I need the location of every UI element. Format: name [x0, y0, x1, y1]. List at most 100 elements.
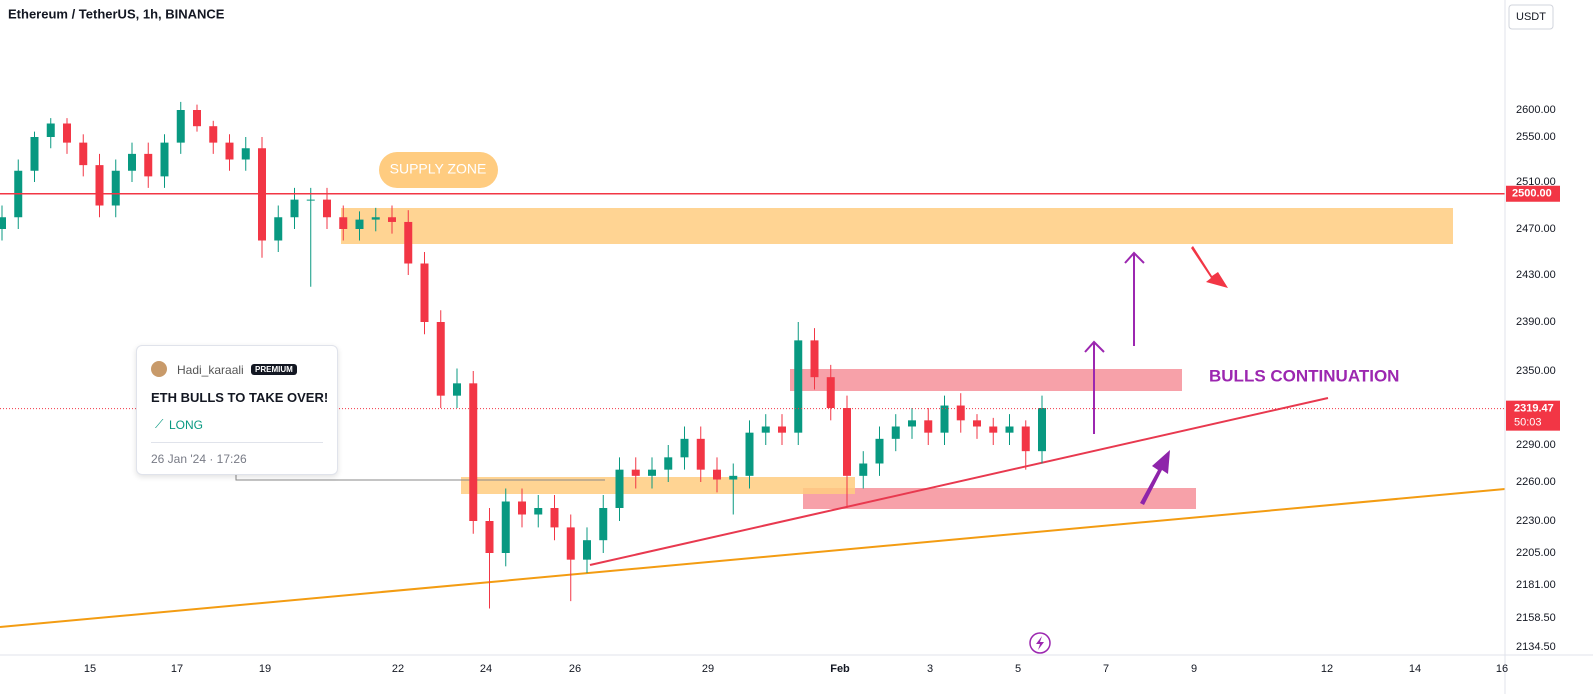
candle-body [745, 432, 754, 476]
supply-label: SUPPLY ZONE [390, 161, 487, 177]
candle-body [501, 501, 510, 553]
level-tag [1506, 185, 1560, 202]
candle-body [615, 469, 624, 508]
candle-body [144, 153, 153, 177]
candle-body [534, 508, 543, 515]
candle-body [908, 420, 916, 427]
author: Hadi_karaali [177, 363, 244, 377]
alert-icon-bolt [1036, 636, 1044, 650]
candle-body [843, 408, 851, 476]
candle-body [599, 508, 608, 541]
candle-body [323, 199, 331, 218]
candle-body [583, 540, 591, 560]
time-tick-label: 19 [259, 663, 271, 675]
candle-body [891, 426, 900, 439]
time-tick-label: 29 [702, 663, 714, 675]
time-tick-label: 17 [171, 663, 183, 675]
time-tick-label: Feb [830, 663, 850, 675]
price-tick-label: 2158.50 [1516, 612, 1556, 624]
time-tick-label: 15 [84, 663, 96, 675]
price-tick-label: 2350.00 [1516, 365, 1556, 377]
symbol-title: Ethereum / TetherUS, 1h, BINANCE [8, 6, 225, 21]
candle-body [339, 217, 348, 229]
price-tick-label: 2205.00 [1516, 547, 1556, 559]
idea-card[interactable]: Hadi_karaali PREMIUM ETH BULLS TO TAKE O… [136, 345, 338, 475]
candle-body [826, 377, 835, 408]
candle-body [859, 463, 868, 476]
price-tick-label: 2230.00 [1516, 515, 1556, 527]
time-tick-label: 26 [569, 663, 581, 675]
currency-button[interactable] [1508, 4, 1554, 30]
price-tick-label: 2510.00 [1516, 176, 1556, 188]
candle-body [940, 405, 949, 433]
axis-labels: 2600.00 2550.00 2510.00 2470.00 2430.00 2390.… [84, 104, 1560, 675]
candle-body [761, 426, 770, 433]
connector [235, 474, 605, 481]
supply-zone [341, 208, 1453, 244]
candle-body [810, 340, 819, 378]
time-tick-label: 3 [927, 663, 933, 675]
candle-body [95, 165, 104, 206]
candle-body [436, 322, 445, 396]
candle-body [241, 148, 250, 160]
candle-body [696, 438, 705, 470]
candle-body [729, 475, 738, 480]
candle-body [989, 426, 998, 433]
countdown: 50:03 [1514, 417, 1542, 429]
price-tick-label: 2600.00 [1516, 104, 1556, 116]
candle-body [225, 142, 234, 160]
price-tick-label: 2260.00 [1516, 476, 1556, 488]
alert-icon[interactable] [1029, 632, 1051, 654]
candle-body [794, 340, 803, 433]
level-tag-label: 2500.00 [1512, 188, 1552, 200]
candle-body [550, 508, 559, 528]
direction-icon: ⟋ [155, 417, 164, 431]
bear-arrow [1191, 246, 1228, 288]
price-axis [1505, 0, 1593, 694]
candle-body [1021, 426, 1030, 452]
pink-zone [803, 488, 1196, 509]
candle-body [209, 126, 218, 143]
time-tick-label: 16 [1496, 663, 1508, 675]
candle-body [30, 137, 39, 171]
last-price-tag [1506, 400, 1560, 431]
date: 26 Jan '24 · 17:26 [151, 452, 247, 466]
candle-body [274, 217, 283, 241]
price-tick-label: 2134.50 [1516, 641, 1556, 653]
trend-line [0, 488, 1506, 628]
candle-body [388, 217, 396, 222]
candle-body [111, 170, 120, 206]
candle-body [485, 521, 494, 553]
time-tick-label: 12 [1321, 663, 1333, 675]
avatar [151, 361, 167, 377]
idea-title: ETH BULLS TO TAKE OVER! [151, 390, 329, 405]
price-tick-label: 2181.00 [1516, 579, 1556, 591]
candle-body [1005, 426, 1014, 433]
supply-label-bg [379, 152, 498, 188]
candle-body [518, 501, 526, 515]
candle-body [404, 221, 413, 264]
price-tick-label: 2470.00 [1516, 223, 1556, 235]
candle-body [453, 383, 461, 396]
candle-body [648, 469, 656, 476]
candle-body [956, 405, 965, 421]
time-tick-label: 14 [1409, 663, 1421, 675]
candle-body [46, 123, 55, 137]
time-tick-label: 9 [1191, 663, 1197, 675]
levels [0, 193, 1505, 410]
bull-arrow [1140, 450, 1170, 505]
candle-body [176, 110, 185, 143]
currency: USDT [1516, 11, 1546, 23]
candle-body [664, 457, 673, 470]
drawings: SUPPLY ZONE BULLS CONTINUATION [0, 152, 1506, 654]
candle-body [355, 219, 364, 229]
candle-body [778, 426, 786, 433]
bulls-label: BULLS CONTINUATION [1209, 366, 1399, 385]
price-tick-label: 2290.00 [1516, 439, 1556, 451]
candle-body [973, 420, 981, 427]
candle-body [566, 527, 575, 560]
time-tick-label: 7 [1103, 663, 1109, 675]
time-tick-label: 22 [392, 663, 404, 675]
candle-body [1038, 408, 1046, 452]
